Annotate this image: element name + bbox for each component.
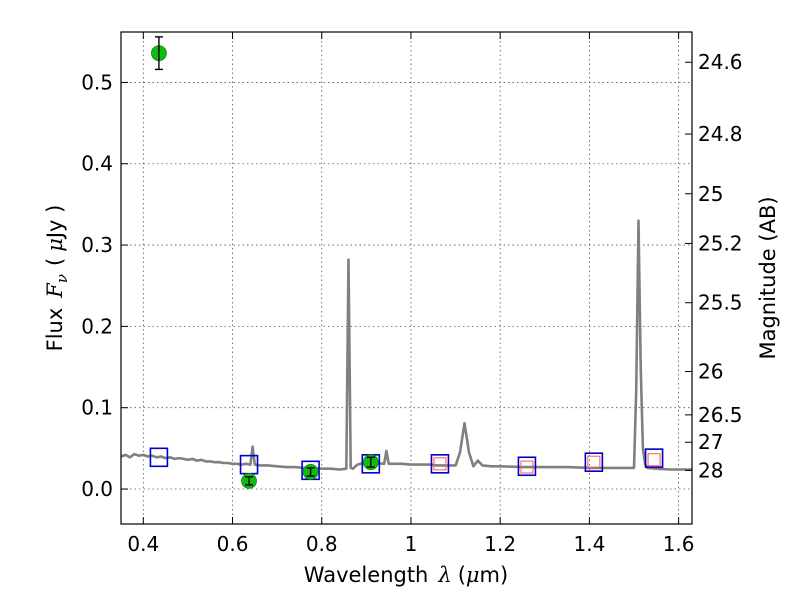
model-photometry-marker: [644, 448, 664, 468]
y-axis-label-text: Flux: [43, 308, 67, 352]
x-axis-label-unit-open: (: [458, 563, 466, 587]
model-photometry-marker: [584, 452, 604, 472]
x-tick-label: 1.4: [573, 532, 605, 556]
upper-limit-marker: [587, 455, 601, 469]
y-tick-label: 0.1: [81, 396, 113, 420]
x-axis-label-text: Wavelength: [304, 563, 429, 587]
y2-tick-label: 25.5: [698, 291, 743, 315]
y-tick-label: 0.3: [81, 233, 113, 257]
y2-tick-label: 24.8: [698, 122, 743, 146]
y-tick-label: 0.2: [81, 314, 113, 338]
marker-layer: [149, 36, 664, 489]
grid-layer: [121, 32, 692, 524]
y-axis-label: Flux Fν ( μJy ): [43, 205, 71, 352]
y-axis-label-subscript: ν: [53, 274, 71, 283]
spectrum-layer: [120, 219, 692, 471]
y2-tick-label: 26: [698, 359, 723, 383]
tick-layer: 0.4 0.6 0.8 1 1.2 1.4 1.6 0.0 0.1 0.2 0.3 0.4 0.5 24.…: [81, 32, 743, 556]
y2-tick-label: 28: [698, 458, 723, 482]
model-photometry-marker: [517, 456, 537, 477]
y2-axis-label: Magnitude (AB): [756, 196, 780, 359]
y-axis-label-symbol: F: [43, 282, 67, 299]
y2-tick-label: 24.6: [698, 50, 743, 74]
upper-limit-marker: [433, 457, 447, 471]
y2-tick-label: 27: [698, 430, 723, 454]
model-photometry-marker: [149, 447, 169, 468]
spectrum-line: [120, 219, 692, 471]
y-axis-label-unit-open: (: [43, 258, 67, 266]
upper-limit-marker: [520, 460, 534, 474]
upper-limit-marker: [647, 453, 661, 467]
y-tick-label: 0.4: [81, 152, 113, 176]
x-axis-label-unit-rest: m): [480, 563, 509, 587]
x-axis-label-unit-mu: μ: [466, 563, 480, 587]
plot-frame: [120, 31, 693, 525]
y-axis-label-unit-rest: Jy ): [43, 205, 67, 241]
x-tick-label: 0.4: [127, 532, 159, 556]
y2-tick-label: 26.5: [698, 403, 743, 427]
x-axis-label-symbol: λ: [437, 563, 451, 587]
y2-tick-label: 25: [698, 182, 723, 206]
y-tick-label: 0.0: [81, 477, 113, 501]
y-tick-label: 0.5: [81, 70, 113, 94]
y2-tick-label: 25.2: [698, 231, 743, 255]
x-tick-label: 0.8: [306, 532, 338, 556]
x-axis-label: Wavelength λ (μm): [304, 563, 508, 587]
y-axis-label-unit-mu: μ: [43, 238, 67, 252]
x-tick-label: 0.6: [217, 532, 249, 556]
x-tick-label: 1.6: [663, 532, 695, 556]
model-photometry-marker: [430, 454, 450, 474]
x-tick-label: 1: [405, 532, 418, 556]
x-tick-label: 1.2: [484, 532, 516, 556]
